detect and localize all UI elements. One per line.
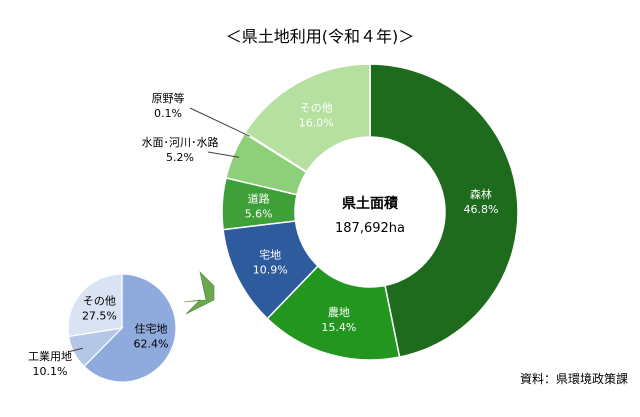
donut-label-5: 原野等 [152, 91, 185, 105]
donut-value-2: 10.9% [253, 264, 288, 277]
donut-center-label: 県土面積 [342, 195, 399, 212]
pie-label-1: 工業用地 [28, 350, 72, 363]
pie-value-2: 27.5% [82, 310, 117, 323]
donut-value-0: 46.8% [463, 203, 498, 216]
donut-label-2: 宅地 [259, 248, 281, 262]
donut-chart: 県土面積 187,692ha 森林 46.8% 農地 15.4% 宅地 10.9% 道路 5.6%… [142, 63, 519, 361]
pie-leader-line-1 [67, 347, 83, 353]
donut-value-6: 16.0% [299, 116, 334, 129]
pie-label-2: その他 [83, 295, 116, 308]
donut-value-1: 15.4% [321, 321, 356, 334]
pie-label-0: 住宅地 [134, 322, 167, 336]
donut-value-4: 5.2% [166, 151, 194, 164]
pie-slice-2 [67, 273, 123, 338]
donut-value-5: 0.1% [154, 107, 182, 120]
leader-line-5 [189, 107, 251, 137]
donut-slice-0 [369, 63, 519, 358]
pie-slice-0 [83, 273, 177, 383]
donut-label-3: 道路 [248, 192, 270, 206]
pie-value-1: 10.1% [33, 365, 68, 378]
donut-label-0: 森林 [470, 187, 492, 201]
donut-slice-6 [244, 63, 371, 173]
donut-label-1: 農地 [328, 305, 350, 319]
source-note: 資料：県環境政策課 [520, 371, 628, 386]
donut-value-3: 5.6% [245, 208, 273, 221]
donut-label-6: その他 [300, 101, 333, 114]
donut-center-value: 187,692ha [335, 221, 405, 236]
leader-line-4 [207, 151, 240, 158]
drilldown-arrow-icon [183, 271, 215, 315]
pie-value-0: 62.4% [134, 338, 169, 351]
detail-pie-chart: 住宅地 62.4% 工業用地 10.1% その他 27.5% [28, 273, 177, 383]
chart-title: ＜県土地利用(令和４年)＞ [226, 27, 415, 46]
donut-label-4: 水面･河川･水路 [142, 136, 219, 149]
drilldown-arrow [183, 271, 215, 315]
